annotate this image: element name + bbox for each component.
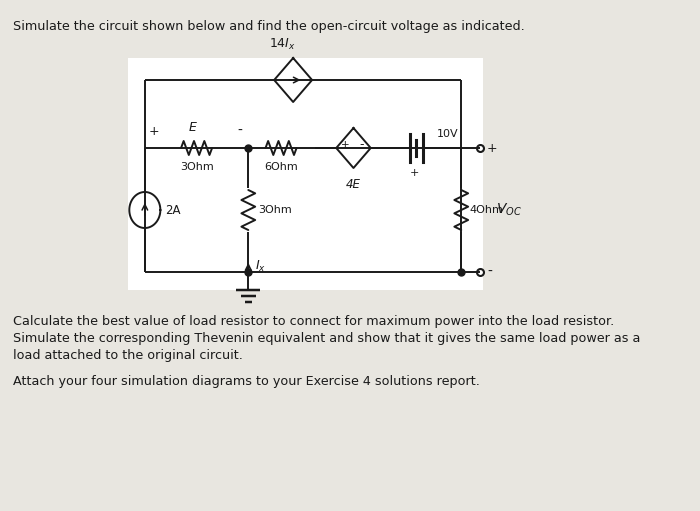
FancyBboxPatch shape [127, 58, 483, 290]
Text: +: + [487, 142, 498, 154]
Text: load attached to the original circuit.: load attached to the original circuit. [13, 349, 243, 362]
Text: $V_{OC}$: $V_{OC}$ [496, 202, 522, 218]
Text: -: - [237, 124, 242, 138]
Text: -: - [360, 138, 364, 151]
Text: 6Ohm: 6Ohm [264, 162, 298, 172]
Text: 4Ohm: 4Ohm [470, 205, 504, 215]
Text: +: + [340, 140, 349, 150]
Text: E: E [188, 121, 196, 134]
Text: Simulate the corresponding Thevenin equivalent and show that it gives the same l: Simulate the corresponding Thevenin equi… [13, 332, 640, 345]
Text: $14I_x$: $14I_x$ [270, 37, 296, 52]
Text: -: - [487, 265, 492, 279]
Text: Simulate the circuit shown below and find the open-circuit voltage as indicated.: Simulate the circuit shown below and fin… [13, 20, 525, 33]
Text: 2A: 2A [165, 203, 181, 217]
Text: +: + [148, 125, 159, 138]
Text: 10V: 10V [437, 129, 459, 139]
Text: 4E: 4E [346, 178, 361, 191]
Text: Calculate the best value of load resistor to connect for maximum power into the : Calculate the best value of load resisto… [13, 315, 614, 328]
Text: Attach your four simulation diagrams to your Exercise 4 solutions report.: Attach your four simulation diagrams to … [13, 375, 480, 388]
Text: 3Ohm: 3Ohm [180, 162, 214, 172]
Text: 3Ohm: 3Ohm [258, 205, 293, 215]
Text: +: + [410, 168, 419, 178]
Text: $I_x$: $I_x$ [256, 259, 266, 273]
